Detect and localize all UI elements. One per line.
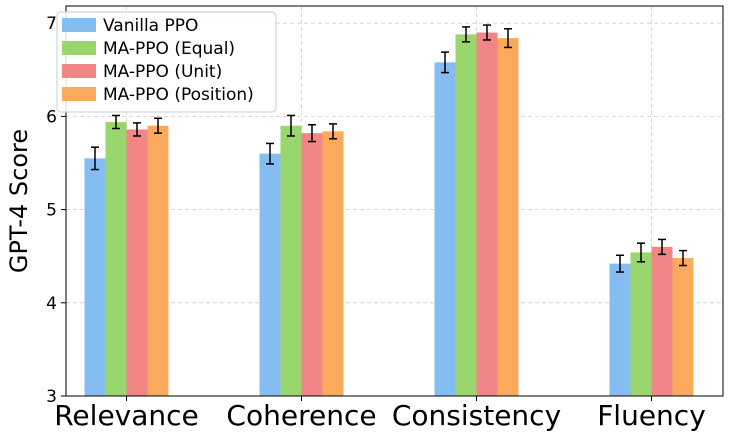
legend-label-vanilla-ppo: Vanilla PPO [103,16,198,36]
y-axis-ticks: 3 4 5 6 7 [46,14,66,407]
y-axis-title: GPT-4 Score [5,129,33,273]
y-tick-label: 6 [46,107,57,127]
bar-ma-ppo-unit-coherence [301,133,323,396]
bar-ma-ppo-position-consistency [497,38,519,396]
x-tick-label-fluency: Fluency [597,399,706,432]
y-tick-label: 3 [46,387,57,407]
bar-ma-ppo-equal-relevance [105,121,127,396]
bar-ma-ppo-position-fluency [672,258,694,396]
bar-ma-ppo-unit-relevance [126,129,148,396]
legend-frame [56,11,277,113]
bar-ma-ppo-equal-fluency [630,252,652,396]
bar-vanilla-ppo-relevance [84,158,106,396]
legend-swatch-ma-ppo-position [62,87,96,101]
legend-label-ma-ppo-position: MA-PPO (Position) [103,85,254,105]
x-tick-label-coherence: Coherence [226,399,376,432]
bar-ma-ppo-equal-coherence [280,125,302,396]
bar-ma-ppo-equal-consistency [455,34,477,396]
bar-ma-ppo-position-relevance [147,125,169,396]
y-tick-label: 5 [46,201,57,221]
legend-swatch-ma-ppo-unit [62,64,96,78]
x-tick-label-consistency: Consistency [392,399,561,432]
bar-ma-ppo-unit-consistency [476,32,498,397]
legend-swatch-vanilla-ppo [62,18,96,32]
x-axis-ticks: Relevance Coherence Consistency Fluency [54,396,706,432]
bar-vanilla-ppo-consistency [434,62,456,397]
bar-ma-ppo-unit-fluency [651,246,673,396]
bars [84,32,694,397]
bar-vanilla-ppo-coherence [259,153,281,396]
legend-label-ma-ppo-unit: MA-PPO (Unit) [103,62,222,82]
error-bars [91,24,687,273]
y-tick-label: 4 [46,294,57,314]
bar-ma-ppo-position-coherence [322,131,344,396]
bar-vanilla-ppo-fluency [609,263,631,396]
legend: Vanilla PPO MA-PPO (Equal) MA-PPO (Unit) MA… [56,11,277,113]
x-tick-label-relevance: Relevance [54,399,199,432]
plot-frame [65,5,724,397]
y-tick-label: 7 [46,14,57,34]
legend-label-ma-ppo-equal: MA-PPO (Equal) [103,39,235,59]
legend-swatch-ma-ppo-equal [62,41,96,55]
